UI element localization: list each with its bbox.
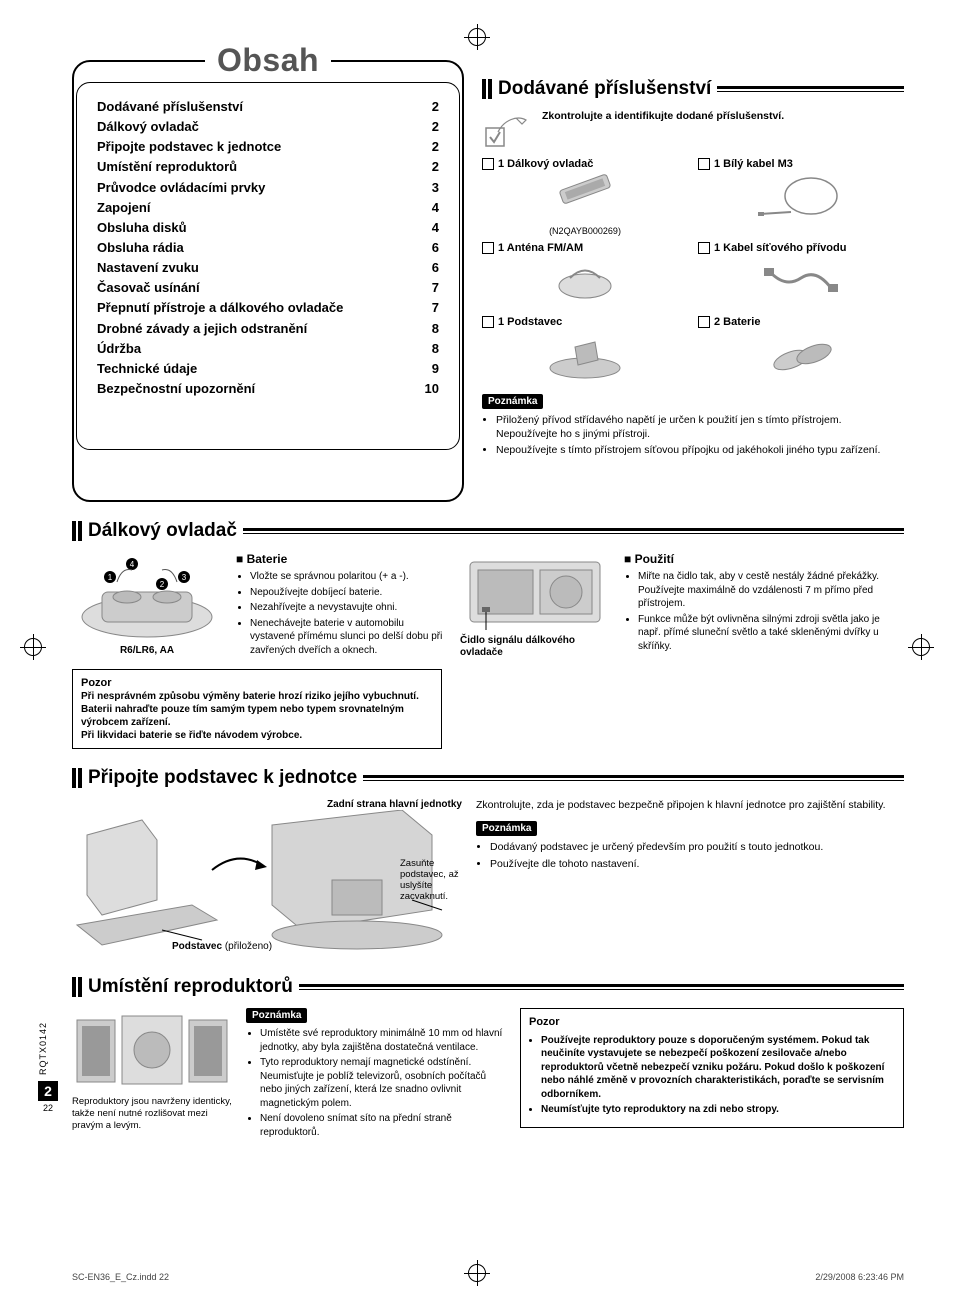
insert-text: Zasuňte podstavec, až uslyšíte zacvaknut… — [400, 859, 464, 903]
stand-check-text: Zkontrolujte, zda je podstavec bezpečně … — [476, 799, 904, 811]
stand-heading: Připojte podstavec k jednotce — [72, 767, 904, 789]
toc-row: Dálkový ovladač2 — [97, 117, 439, 137]
stand-label: Podstavec (přiloženo) — [172, 941, 272, 952]
list-item: Umístěte své reproduktory minimálně 10 m… — [260, 1027, 506, 1054]
toc-row: Zapojení4 — [97, 198, 439, 218]
note-badge: Poznámka — [482, 394, 543, 409]
accessory-item: 1 Anténa FM/AM — [482, 242, 688, 310]
list-item: Nepoužívejte dobíjecí baterie. — [250, 586, 446, 600]
page-number-sidebar: RQTX0142 2 22 — [38, 1022, 58, 1113]
note-badge: Poznámka — [246, 1008, 307, 1023]
note-badge: Poznámka — [476, 821, 537, 836]
toc-row: Umístění reproduktorů2 — [97, 157, 439, 177]
speakers-heading: Umístění reproduktorů — [72, 976, 904, 998]
usage-subheading: Použití — [624, 552, 904, 566]
list-item: Nezahřívejte a nevystavujte ohni. — [250, 601, 446, 615]
svg-text:3: 3 — [182, 573, 187, 582]
rear-label: Zadní strana hlavní jednotky — [72, 799, 462, 810]
list-item: Používejte reproduktory pouze s doporuče… — [541, 1034, 895, 1102]
toc-title: Obsah — [205, 42, 331, 79]
toc-row: Časovač usínání7 — [97, 278, 439, 298]
remote-heading: Dálkový ovladač — [72, 520, 904, 542]
toc-row: Dodávané příslušenství2 — [97, 97, 439, 117]
battery-subheading: Baterie — [236, 552, 446, 566]
list-item: Nenechávejte baterie v automobilu vystav… — [250, 617, 446, 658]
checklist-icon — [482, 110, 532, 150]
speakers-description: Reproduktory jsou navrženy identicky, ta… — [72, 1096, 232, 1132]
toc-row: Obsluha rádia6 — [97, 238, 439, 258]
toc-box: Obsah Dodávané příslušenství2Dálkový ovl… — [72, 60, 464, 502]
list-item: Používejte dle tohoto nastavení. — [490, 857, 904, 871]
accessory-item: 1 Dálkový ovladač (N2QAYB000269) — [482, 158, 688, 236]
accessory-item: 2 Baterie — [698, 316, 904, 384]
toc-row: Průvodce ovládacími prvky3 — [97, 178, 439, 198]
toc-row: Nastavení zvuku6 — [97, 258, 439, 278]
list-item: Přiložený přívod střídavého napětí je ur… — [496, 413, 904, 441]
toc-row: Údržba8 — [97, 339, 439, 359]
accessory-item: 1 Bílý kabel M3 — [698, 158, 904, 236]
battery-warning-box: Pozor Při nesprávném způsobu výměny bate… — [72, 669, 442, 749]
toc-row: Bezpečnostní upozornění10 — [97, 379, 439, 399]
speakers-diagram — [72, 1008, 232, 1093]
accessories-intro: Zkontrolujte a identifikujte dodané přís… — [542, 110, 784, 122]
list-item: Dodávaný podstavec je určený především p… — [490, 840, 904, 854]
accessory-item: 1 Kabel síťového přívodu — [698, 242, 904, 310]
toc-row: Technické údaje9 — [97, 359, 439, 379]
print-footer: SC-EN36_E_Cz.indd 22 2/29/2008 6:23:46 P… — [72, 1272, 904, 1282]
list-item: Vložte se správnou polaritou (+ a -). — [250, 570, 446, 584]
accessory-item: 1 Podstavec — [482, 316, 688, 384]
list-item: Neumísťujte tyto reproduktory na zdi neb… — [541, 1103, 895, 1117]
accessories-heading: Dodávané příslušenství — [482, 78, 904, 100]
toc-row: Obsluha disků4 — [97, 218, 439, 238]
sensor-caption: Čidlo signálu dálkového ovladače — [460, 635, 610, 659]
toc-row: Připojte podstavec k jednotce2 — [97, 137, 439, 157]
svg-text:2: 2 — [160, 580, 165, 589]
svg-text:1: 1 — [108, 573, 113, 582]
remote-battery-diagram: 1 3 4 2 — [72, 552, 222, 642]
speakers-warning-box: Pozor Používejte reproduktory pouze s do… — [520, 1008, 904, 1127]
list-item: Funkce může být ovlivněna silnými zdroji… — [638, 613, 904, 654]
unit-sensor-diagram — [460, 552, 610, 632]
list-item: Nepoužívejte s tímto přístrojem síťovou … — [496, 443, 904, 457]
list-item: Není dovoleno snímat síto na přední stra… — [260, 1112, 506, 1139]
battery-type-label: R6/LR6, AA — [72, 645, 222, 656]
toc-row: Drobné závady a jejich odstranění8 — [97, 319, 439, 339]
list-item: Tyto reproduktory nemají magnetické odst… — [260, 1056, 506, 1110]
toc-row: Přepnutí přístroje a dálkového ovladače7 — [97, 298, 439, 318]
list-item: Miřte na čidlo tak, aby v cestě nestály … — [638, 570, 904, 611]
svg-text:4: 4 — [130, 560, 135, 569]
